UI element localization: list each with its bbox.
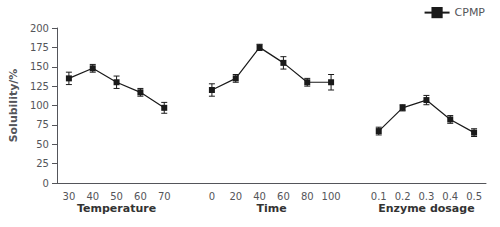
svg-text:50: 50 — [110, 191, 123, 202]
svg-text:25: 25 — [36, 158, 49, 169]
svg-text:0.4: 0.4 — [442, 191, 458, 202]
svg-text:125: 125 — [30, 81, 49, 92]
svg-text:50: 50 — [36, 139, 49, 150]
svg-text:175: 175 — [30, 42, 49, 53]
svg-text:Solubility/%: Solubility/% — [7, 69, 20, 143]
svg-text:40: 40 — [253, 191, 266, 202]
svg-text:Temperature: Temperature — [77, 202, 156, 215]
svg-text:80: 80 — [301, 191, 314, 202]
svg-text:Enzyme dosage: Enzyme dosage — [378, 202, 474, 215]
svg-text:60: 60 — [277, 191, 290, 202]
svg-text:40: 40 — [86, 191, 99, 202]
svg-text:60: 60 — [134, 191, 147, 202]
svg-text:200: 200 — [30, 23, 49, 34]
svg-text:100: 100 — [30, 100, 49, 111]
svg-text:30: 30 — [63, 191, 76, 202]
svg-text:75: 75 — [36, 119, 49, 130]
svg-text:CPMP: CPMP — [455, 6, 486, 19]
svg-text:150: 150 — [30, 61, 49, 72]
svg-text:0.1: 0.1 — [371, 191, 387, 202]
svg-text:0.2: 0.2 — [395, 191, 411, 202]
svg-text:100: 100 — [322, 191, 341, 202]
svg-text:70: 70 — [158, 191, 171, 202]
svg-text:20: 20 — [229, 191, 242, 202]
svg-text:0: 0 — [209, 191, 215, 202]
svg-text:0.3: 0.3 — [418, 191, 434, 202]
svg-text:0: 0 — [43, 178, 49, 189]
svg-text:0.5: 0.5 — [466, 191, 482, 202]
svg-text:Time: Time — [256, 202, 286, 215]
